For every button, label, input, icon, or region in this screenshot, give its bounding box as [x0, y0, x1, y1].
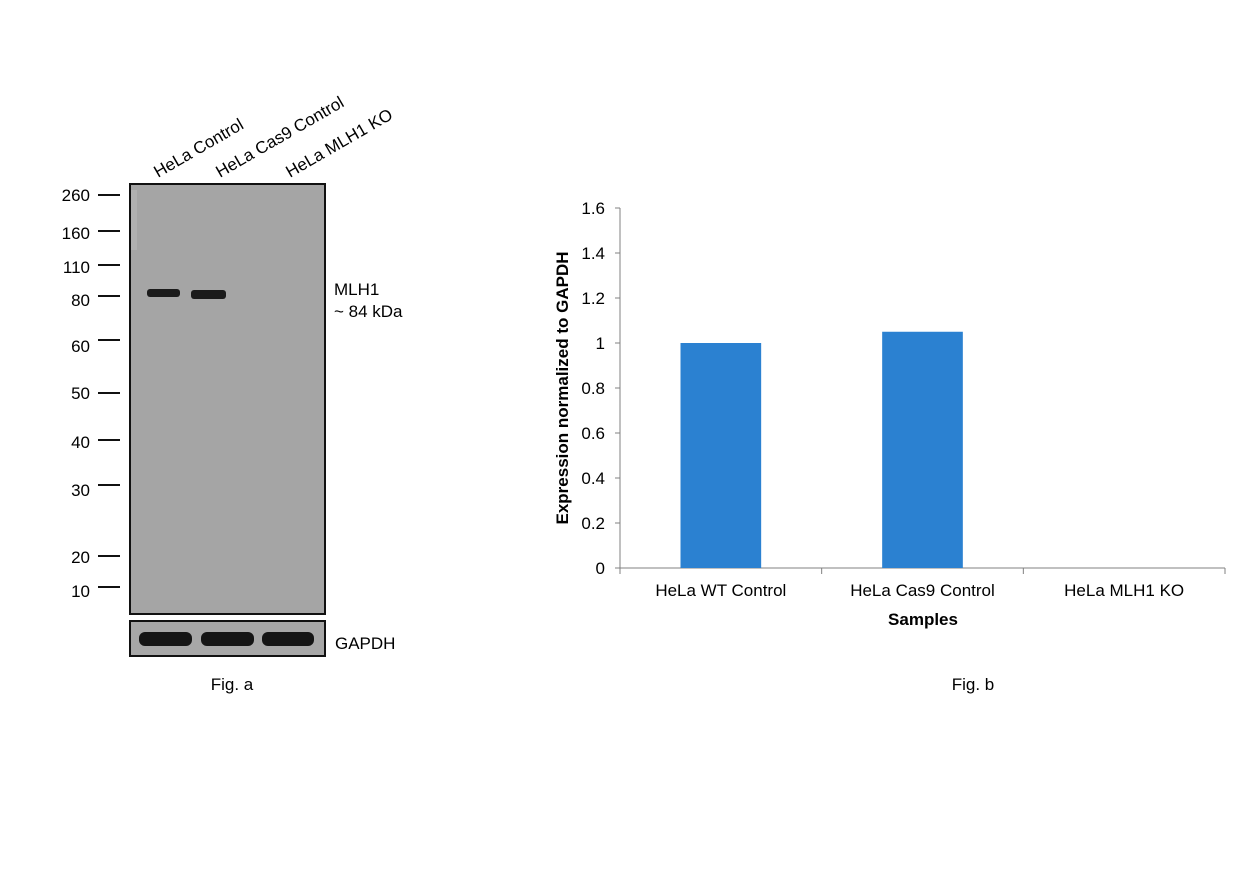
- blot-panel: [129, 183, 326, 615]
- y-tick-label: 0.6: [581, 424, 605, 443]
- x-tick-label: HeLa WT Control: [655, 581, 786, 600]
- y-axis-title: Expression normalized to GAPDH: [553, 252, 572, 525]
- loading-control-label: GAPDH: [335, 634, 395, 653]
- western-blot-figure: HeLa Control HeLa Cas9 Control HeLa MLH1…: [62, 93, 403, 694]
- marker-ladder: 260 160 110 80 60 50 40 30 20 10: [62, 186, 120, 601]
- y-tick-label: 0.2: [581, 514, 605, 533]
- x-axis: HeLa WT Control HeLa Cas9 Control HeLa MLH…: [619, 567, 1226, 600]
- y-tick-label: 1: [596, 334, 605, 353]
- bar-chart-figure: 00.20.40.60.811.21.41.6 HeLa WT Control H…: [553, 199, 1226, 694]
- marker-label-10: 10: [71, 582, 90, 601]
- mlh1-band-lane-2: [191, 290, 226, 299]
- marker-label-110: 110: [63, 258, 90, 277]
- y-tick-label: 0.8: [581, 379, 605, 398]
- marker-label-80: 80: [71, 291, 90, 310]
- mlh1-bands: [147, 289, 226, 299]
- y-tick-label: 1.4: [581, 244, 605, 263]
- x-tick-label: HeLa Cas9 Control: [850, 581, 995, 600]
- gapdh-band-lane-1: [139, 632, 192, 646]
- bar: [882, 331, 963, 568]
- marker-label-60: 60: [71, 337, 90, 356]
- gapdh-band-lane-2: [201, 632, 254, 646]
- y-axis: 0 0.2 0.4 0.6 0.8 1 1.2 1.4 1.6: [581, 199, 621, 578]
- marker-label-50: 50: [71, 384, 90, 403]
- blot-edge-smudge: [131, 190, 137, 250]
- mlh1-band-lane-1: [147, 289, 180, 297]
- marker-label-260: 260: [62, 186, 90, 205]
- bar: [680, 343, 762, 568]
- figure-b-caption: Fig. b: [952, 675, 995, 694]
- axis-titles: Expression normalized to GAPDH Samples: [553, 252, 958, 630]
- y-tick-label: 1.2: [581, 289, 605, 308]
- figure-a-caption: Fig. a: [211, 675, 254, 694]
- x-tick-label: HeLa MLH1 KO: [1064, 581, 1184, 600]
- marker-label-40: 40: [71, 433, 90, 452]
- gapdh-band-lane-3: [262, 632, 314, 646]
- y-tick-label: 0: [596, 559, 605, 578]
- bars: [680, 331, 963, 568]
- band-size-label: ~ 84 kDa: [334, 302, 403, 321]
- y-tick-label: 0.4: [581, 469, 605, 488]
- y-tick-label: 1.6: [581, 199, 605, 218]
- band-label: MLH1: [334, 280, 379, 299]
- marker-label-20: 20: [71, 548, 90, 567]
- marker-label-160: 160: [62, 224, 90, 243]
- x-axis-title: Samples: [888, 610, 958, 629]
- marker-label-30: 30: [71, 481, 90, 500]
